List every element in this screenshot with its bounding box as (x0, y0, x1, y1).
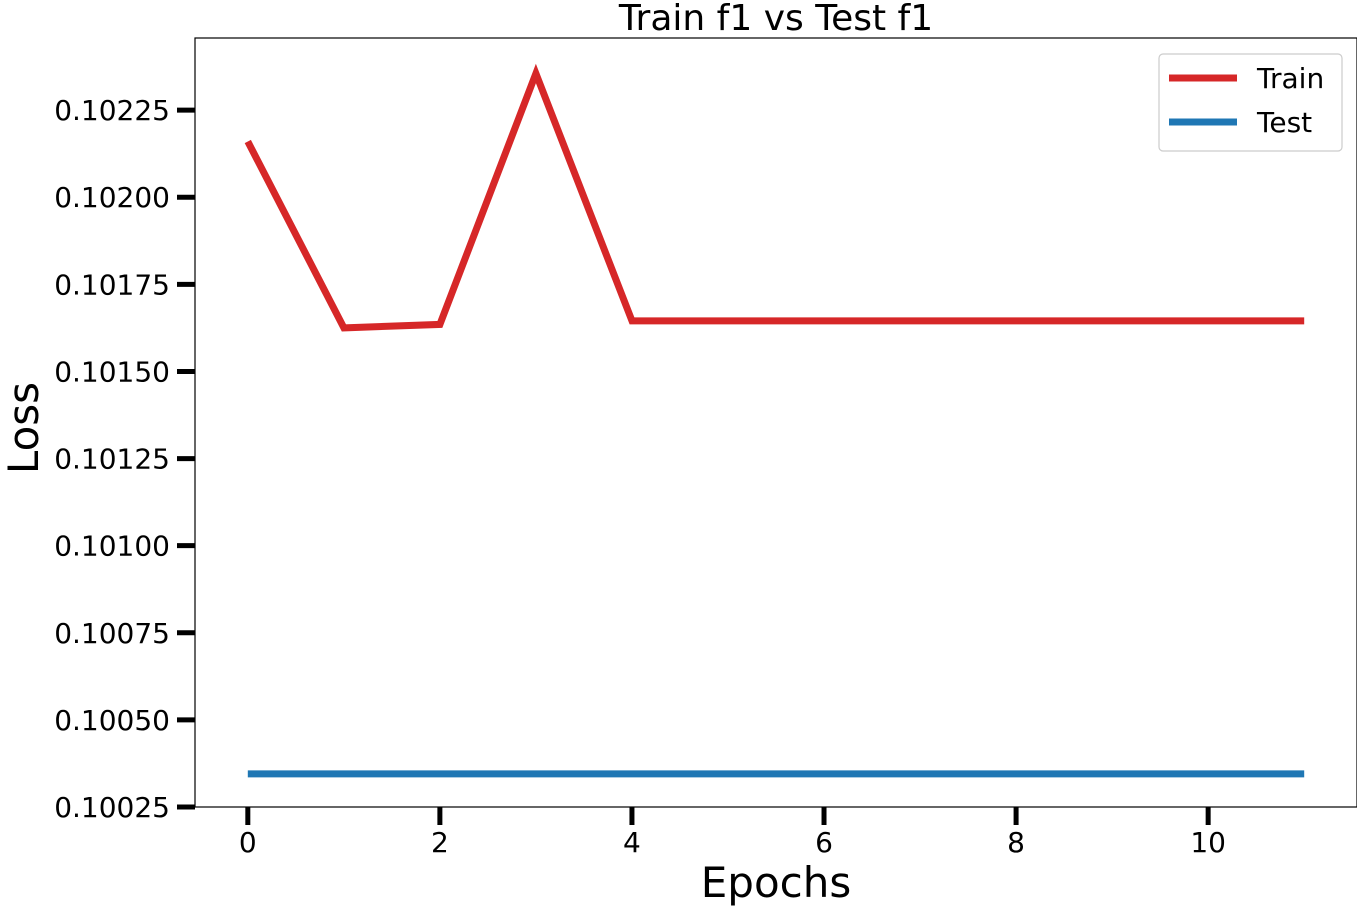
x-tick-label: 2 (431, 826, 449, 859)
y-axis-ticks: 0.10025 0.10050 0.10075 0.10100 0.10125 0.101… (54, 94, 195, 824)
y-tick-label: 0.10200 (54, 181, 170, 214)
y-tick-label: 0.10175 (54, 268, 170, 301)
y-tick-label: 0.10150 (54, 355, 170, 388)
legend-label-train: Train (1256, 62, 1324, 95)
y-tick-label: 0.10125 (54, 443, 170, 476)
x-tick-label: 0 (239, 826, 257, 859)
y-tick-label: 0.10050 (54, 704, 170, 737)
x-axis-ticks: 0 2 4 6 8 10 (239, 807, 1226, 859)
legend-label-test: Test (1256, 106, 1312, 139)
x-tick-label: 4 (623, 826, 641, 859)
y-tick-label: 0.10025 (54, 791, 170, 824)
x-axis-label: Epochs (701, 858, 852, 906)
y-tick-label: 0.10075 (54, 617, 170, 650)
x-tick-label: 8 (1007, 826, 1025, 859)
legend: Train Test (1158, 53, 1343, 152)
series-line-train (244, 63, 1305, 332)
x-tick-label: 10 (1190, 826, 1226, 859)
y-axis-label: Loss (0, 382, 48, 474)
y-tick-label: 0.10100 (54, 530, 170, 563)
x-tick-label: 6 (815, 826, 833, 859)
plot-frame (194, 37, 1357, 808)
chart-title: Train f1 vs Test f1 (618, 0, 933, 39)
y-tick-label: 0.10225 (54, 94, 170, 127)
plot-area (244, 63, 1305, 778)
